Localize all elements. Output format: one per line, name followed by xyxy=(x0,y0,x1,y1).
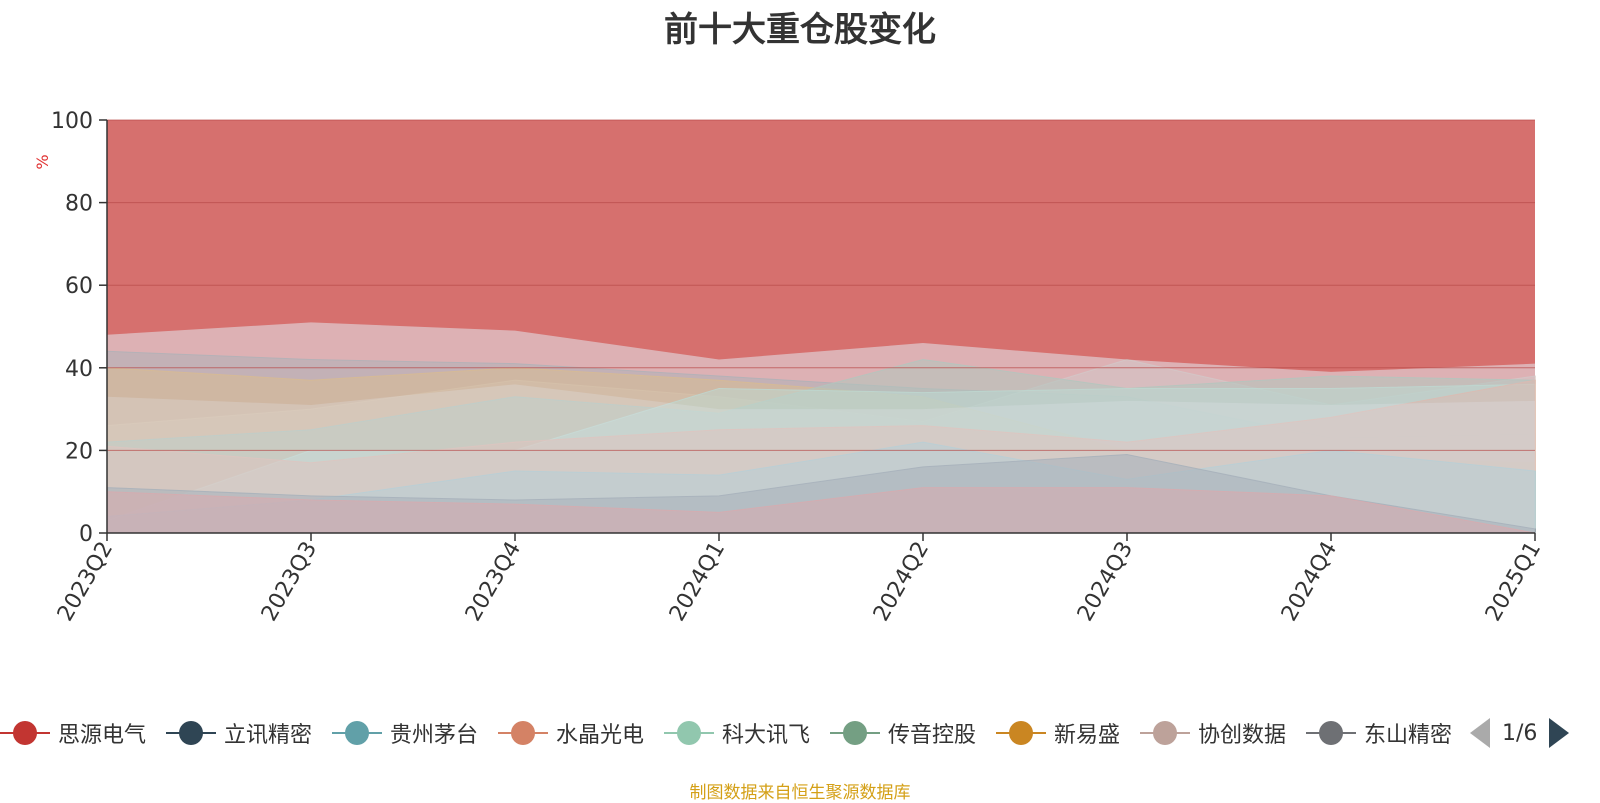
y-tick-label-5: 100 xyxy=(51,109,93,134)
legend-item-0[interactable]: 思源电气 xyxy=(0,715,146,751)
legend-swatch-icon xyxy=(166,721,216,745)
legend-page-indicator: 1/6 xyxy=(1502,720,1538,746)
legend-item-3[interactable]: 水晶光电 xyxy=(498,715,644,751)
legend-label: 贵州茅台 xyxy=(390,723,479,748)
y-tick-label-1: 20 xyxy=(65,439,93,464)
legend-label: 水晶光电 xyxy=(556,723,645,748)
legend-swatch-icon xyxy=(1140,721,1190,745)
legend-item-4[interactable]: 科大讯飞 xyxy=(664,715,810,751)
legend-swatch-icon xyxy=(332,721,382,745)
legend-label: 思源电气 xyxy=(58,723,147,748)
y-tick-label-4: 80 xyxy=(65,192,93,217)
x-tick-label-0: 2023Q2 xyxy=(53,538,118,626)
x-tick-label-4: 2024Q2 xyxy=(869,538,934,626)
y-tick-label-0: 0 xyxy=(79,522,93,547)
legend-swatch-icon xyxy=(1306,721,1356,745)
x-tick-label-7: 2025Q1 xyxy=(1481,538,1546,626)
legend-swatch-icon xyxy=(0,721,50,745)
y-tick-label-3: 60 xyxy=(65,274,93,299)
chart-plot: 0 20 40 60 80 100% 2023Q2 2023Q3 2023Q4 2024Q1 202… xyxy=(33,109,1546,626)
x-tick-label-3: 2024Q1 xyxy=(665,538,730,626)
legend-label: 传音控股 xyxy=(888,723,977,748)
legend-swatch-icon xyxy=(996,721,1046,745)
legend-item-1[interactable]: 立讯精密 xyxy=(166,715,312,751)
chart-title: 前十大重仓股变化 xyxy=(664,10,936,50)
x-tick-label-6: 2024Q4 xyxy=(1277,538,1342,626)
legend-item-8[interactable]: 东山精密 xyxy=(1306,715,1452,751)
x-tick-label-1: 2023Q3 xyxy=(257,538,322,626)
legend-label: 科大讯飞 xyxy=(722,723,811,748)
legend-pager: 1/6 xyxy=(1470,715,1570,751)
x-tick-label-2: 2023Q4 xyxy=(461,538,526,626)
legend-label: 东山精密 xyxy=(1364,723,1453,748)
legend-swatch-icon xyxy=(830,721,880,745)
legend-swatch-icon xyxy=(664,721,714,745)
legend-swatch-icon xyxy=(498,721,548,745)
x-tick-label-5: 2024Q3 xyxy=(1073,538,1138,626)
legend-next-icon[interactable] xyxy=(1549,718,1570,748)
legend-prev-icon[interactable] xyxy=(1470,718,1490,748)
legend-label: 协创数据 xyxy=(1198,723,1287,748)
pale-band-1 xyxy=(107,384,1535,533)
source-note: 制图数据来自恒生聚源数据库 xyxy=(689,783,911,803)
legend-label: 新易盛 xyxy=(1054,723,1121,748)
legend-item-5[interactable]: 传音控股 xyxy=(830,715,976,751)
legend-label: 立讯精密 xyxy=(224,723,313,748)
y-axis-unit-label: % xyxy=(33,154,52,169)
legend-item-2[interactable]: 贵州茅台 xyxy=(332,715,478,751)
pale-band-0 xyxy=(107,322,1535,533)
legend-item-7[interactable]: 协创数据 xyxy=(1140,715,1286,751)
legend: 思源电气 立讯精密 贵州茅台 水晶光电 科大讯飞 传音控股 新易盛 协创数据 东山精密 1/6 xyxy=(0,715,1600,751)
legend-item-6[interactable]: 新易盛 xyxy=(996,715,1120,751)
y-tick-label-2: 40 xyxy=(65,357,93,382)
